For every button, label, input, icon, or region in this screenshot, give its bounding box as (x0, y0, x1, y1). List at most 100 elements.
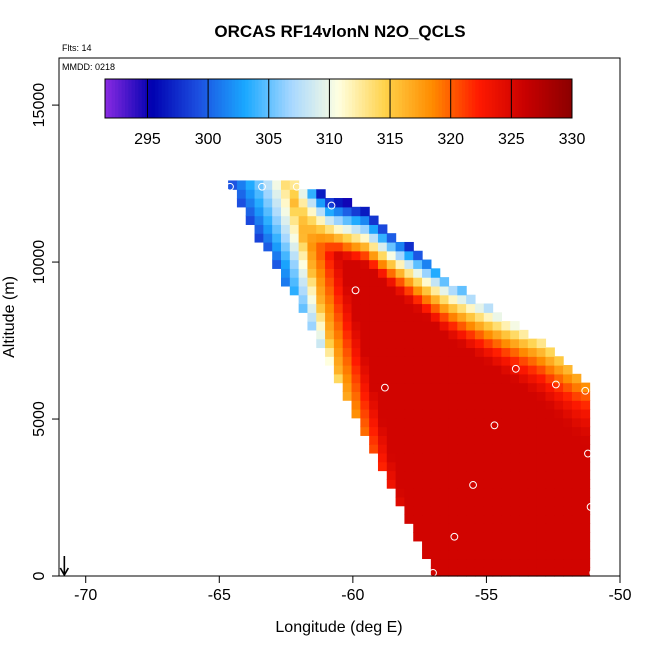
heatmap-cell (501, 365, 511, 375)
heatmap-cell (571, 426, 582, 436)
heatmap-cell (369, 408, 379, 419)
colorbar-segment (558, 79, 563, 118)
heatmap-cell (254, 224, 264, 234)
flight-track-point (581, 386, 590, 395)
heatmap-cell (501, 540, 511, 551)
colorbar-segment (521, 79, 526, 118)
colorbar-segment (455, 79, 460, 118)
colorbar-segment (401, 79, 406, 118)
heatmap-cell (510, 391, 520, 401)
heatmap-cell (519, 461, 529, 472)
heatmap-cell (377, 321, 388, 331)
heatmap-cell (430, 303, 441, 313)
colorbar-segment (355, 79, 360, 118)
heatmap-cell (413, 408, 423, 419)
colorbar-segment (378, 79, 383, 118)
heatmap-cell (492, 452, 502, 463)
heatmap-cell (527, 496, 538, 507)
heatmap-cell (404, 338, 414, 349)
heatmap-cell (404, 312, 414, 322)
heatmap-cell (580, 488, 591, 498)
heatmap-cell (448, 382, 458, 392)
heatmap-cell (430, 496, 441, 507)
heatmap-cell (571, 391, 582, 401)
heatmap-cell (474, 312, 485, 322)
colorbar-segment (368, 79, 373, 118)
heatmap-cell (360, 215, 370, 225)
heatmap-cell (554, 558, 564, 568)
heatmap-cell (492, 312, 502, 322)
heatmap-cell (501, 373, 511, 384)
heatmap-cell (342, 356, 353, 366)
colorbar-segment (415, 79, 420, 118)
heatmap-cell (510, 373, 520, 384)
heatmap-cell (395, 321, 406, 331)
heatmap-cell (563, 391, 573, 401)
heatmap-cell (501, 382, 511, 392)
heatmap-cell (571, 567, 582, 577)
heatmap-cell (536, 488, 547, 498)
heatmap-cell (289, 268, 300, 278)
colorbar-segment (131, 79, 136, 118)
heatmap-cell (342, 241, 353, 252)
heatmap-cell (527, 426, 538, 436)
heatmap-cell (501, 452, 511, 463)
heatmap-cell (430, 549, 441, 560)
heatmap-cell (307, 224, 317, 234)
heatmap-cell (430, 382, 441, 392)
heatmap-cell (404, 329, 414, 340)
heatmap-cell (474, 435, 485, 445)
heatmap-cell (263, 189, 273, 199)
heatmap-cell (316, 241, 326, 252)
heatmap-cell (536, 523, 547, 533)
heatmap-cell (333, 373, 344, 384)
heatmap-cell (386, 285, 397, 296)
heatmap-cell (360, 373, 370, 384)
heatmap-cell (386, 452, 397, 463)
colorbar-segment (188, 79, 193, 118)
heatmap-cell (377, 233, 388, 243)
colorbar-segment (251, 79, 256, 118)
heatmap-cell (430, 312, 441, 322)
x-axis-label: Longitude (deg E) (275, 619, 402, 636)
heatmap-cell (492, 356, 502, 366)
heatmap-cell (413, 470, 423, 480)
heatmap-cell (360, 417, 370, 428)
heatmap-cell (404, 303, 414, 313)
colorbar-segment (151, 79, 156, 118)
colorbar-segment (181, 79, 186, 118)
heatmap-cell (527, 408, 538, 419)
heatmap-cell (563, 496, 573, 507)
heatmap-cell (545, 400, 555, 410)
heatmap-cell (448, 470, 458, 480)
heatmap-cell (422, 356, 432, 366)
colorbar-segment (311, 79, 316, 118)
heatmap-cell (492, 321, 502, 331)
colorbar-segment (298, 79, 303, 118)
heatmap-cell (510, 382, 520, 392)
heatmap-cell (360, 268, 370, 278)
heatmap-cell (501, 558, 511, 568)
heatmap-cell (519, 356, 529, 366)
heatmap-cell (369, 303, 379, 313)
heatmap-cell (510, 329, 520, 340)
heatmap-cell (563, 452, 573, 463)
colorbar-segment (385, 79, 390, 118)
heatmap-cell (545, 532, 555, 542)
heatmap-cell (545, 347, 555, 357)
heatmap-cell (474, 444, 485, 454)
heatmap-cell (430, 408, 441, 419)
heatmap-cell (466, 356, 476, 366)
heatmap-cell (430, 532, 441, 542)
heatmap-cell (510, 479, 520, 489)
heatmap-cell (272, 198, 282, 208)
heatmap-cell (298, 285, 309, 296)
heatmap-cell (466, 479, 476, 489)
heatmap-cell (360, 294, 370, 305)
heatmap-cell (519, 549, 529, 560)
heatmap-cell (554, 549, 564, 560)
heatmap-cell (395, 417, 406, 428)
heatmap-cell (395, 461, 406, 472)
heatmap-cell (571, 435, 582, 445)
heatmap-cell (571, 400, 582, 410)
